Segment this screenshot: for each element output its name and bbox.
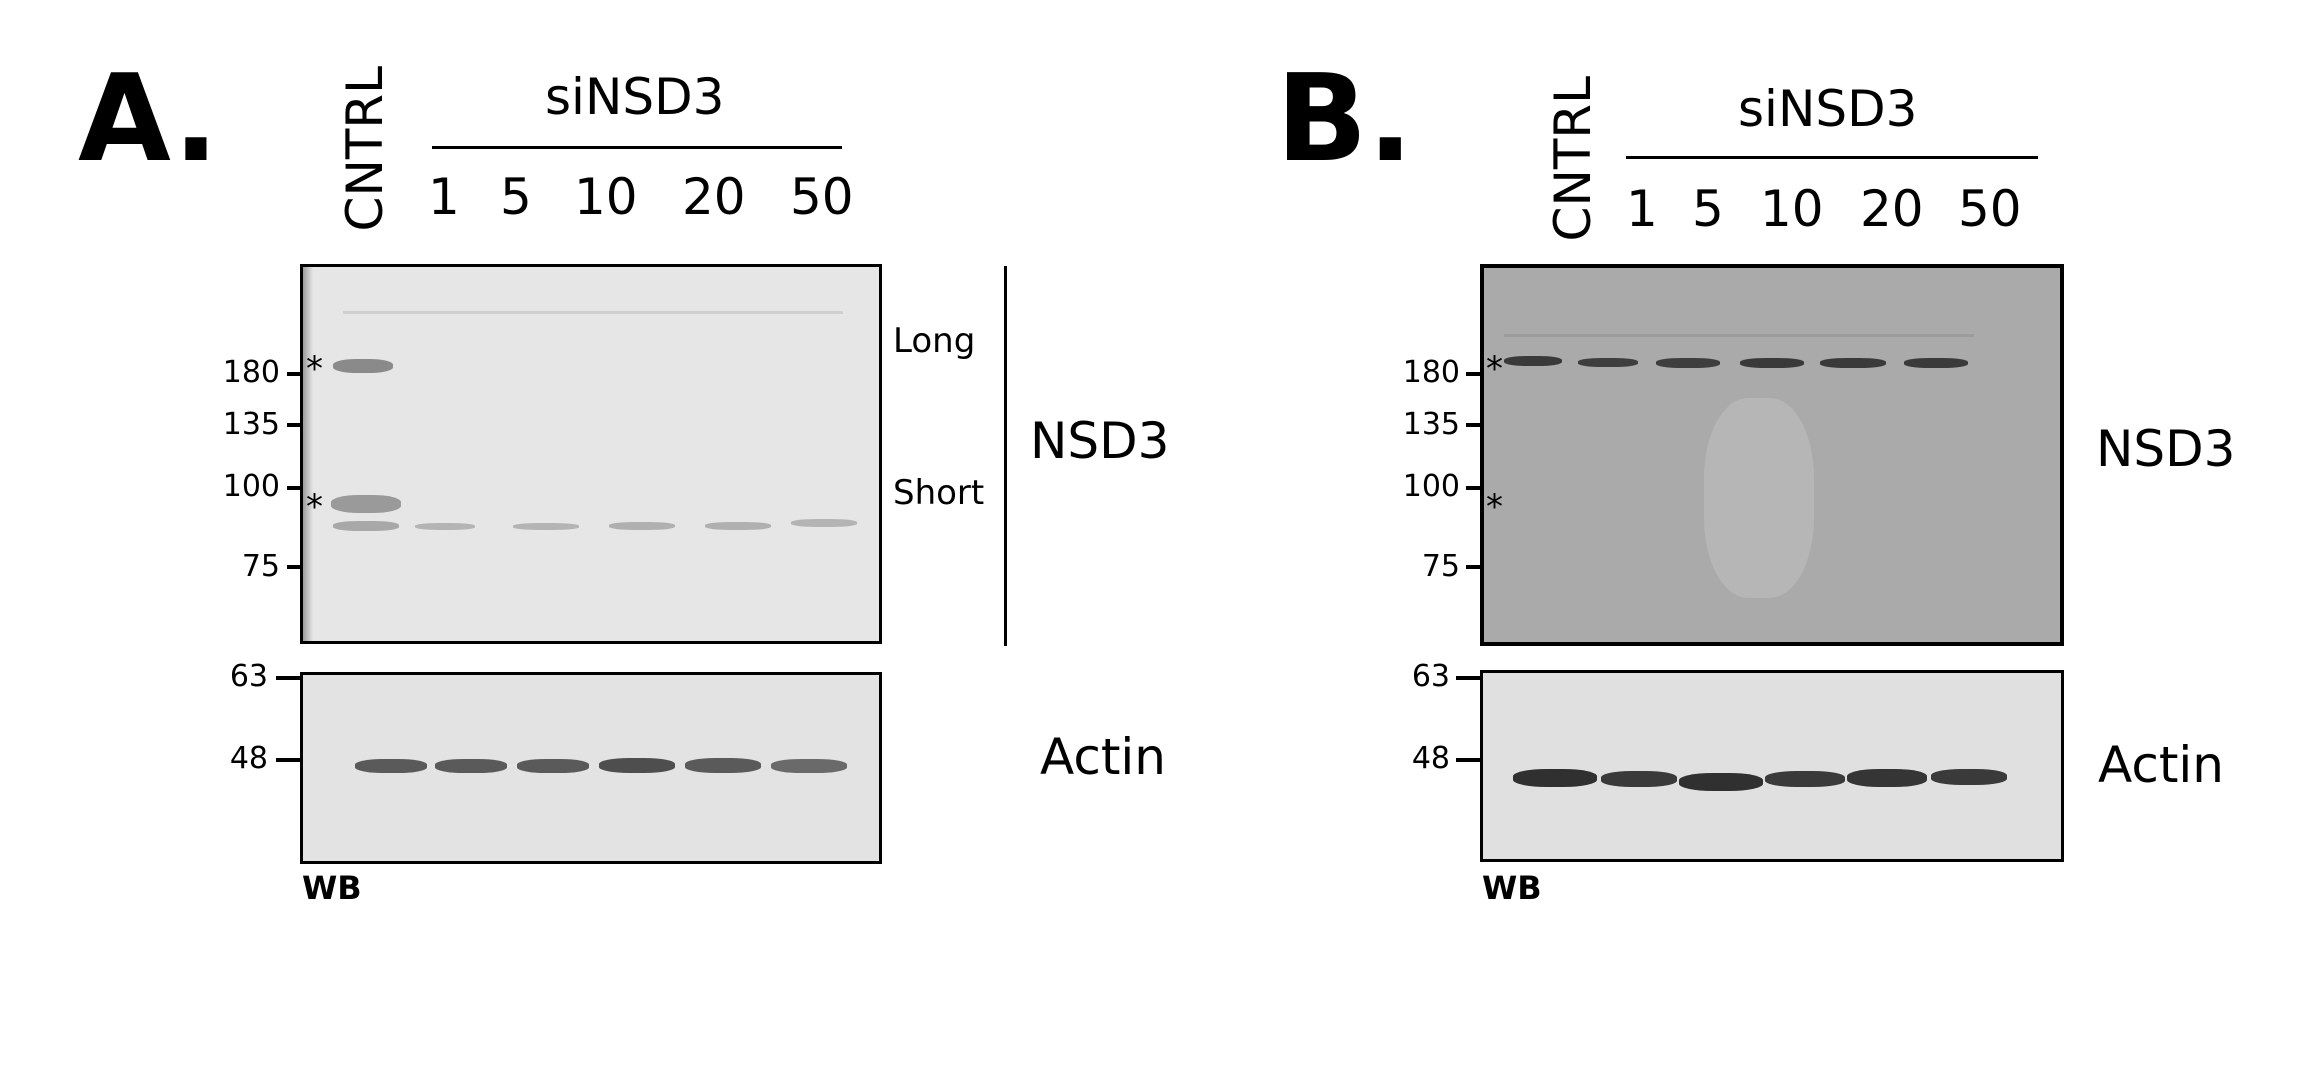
panel-b-marker-180: 180 bbox=[1402, 355, 1460, 390]
panel-a-cntrl-short-band bbox=[331, 495, 401, 513]
panel-a-lane-1-short-band bbox=[415, 523, 475, 530]
panel-b-actin-band-1 bbox=[1601, 771, 1677, 787]
panel-b-long-star: * bbox=[1486, 349, 1503, 389]
panel-a-marker-48-tick bbox=[276, 758, 302, 762]
panel-a-actin-band-5 bbox=[517, 759, 589, 773]
panel-a-nsd3-blot bbox=[300, 264, 882, 644]
panel-a-long-label: Long bbox=[893, 321, 976, 361]
panel-a-nsd3-label: NSD3 bbox=[1030, 412, 1170, 470]
panel-a-short-star: * bbox=[306, 487, 323, 527]
panel-b-marker-75-tick bbox=[1466, 565, 1482, 569]
panel-a-long-star: * bbox=[306, 349, 323, 389]
panel-b-treatment-line bbox=[1626, 156, 2038, 159]
panel-a-marker-180-tick bbox=[287, 372, 303, 376]
panel-b-marker-63-tick bbox=[1456, 676, 1482, 680]
panel-a-dose-50: 50 bbox=[790, 168, 854, 226]
panel-b-short-star: * bbox=[1486, 487, 1503, 527]
panel-b-actin-label: Actin bbox=[2098, 736, 2225, 794]
panel-b-marker-180-tick bbox=[1466, 372, 1482, 376]
panel-b-long-band-10 bbox=[1740, 358, 1804, 368]
panel-b-light-patch bbox=[1704, 398, 1814, 598]
panel-a-cntrl-long-band bbox=[333, 359, 393, 373]
panel-a-actin-band-1 bbox=[435, 759, 507, 773]
panel-a-marker-135: 135 bbox=[222, 407, 280, 442]
panel-b-marker-48: 48 bbox=[1411, 741, 1450, 776]
panel-b-actin-band-50 bbox=[1931, 769, 2007, 785]
panel-b-dose-5: 5 bbox=[1692, 180, 1724, 238]
panel-a-actin-band-10 bbox=[599, 758, 675, 773]
panel-b-nsd3-blot bbox=[1480, 264, 2064, 646]
panel-b-marker-75: 75 bbox=[1421, 549, 1460, 584]
panel-a-left-edge-dark bbox=[303, 267, 313, 641]
panel-a-actin-blot bbox=[300, 672, 882, 864]
panel-a-marker-63: 63 bbox=[229, 659, 268, 694]
panel-a-lane-20-short-band bbox=[705, 522, 771, 530]
panel-a-control-label: CNTRL bbox=[336, 66, 394, 232]
panel-a-marker-48: 48 bbox=[229, 741, 268, 776]
panel-b-dose-10: 10 bbox=[1760, 180, 1824, 238]
panel-a-marker-75-tick bbox=[287, 565, 303, 569]
panel-b-letter: B. bbox=[1276, 50, 1414, 189]
panel-b-dose-1: 1 bbox=[1626, 180, 1658, 238]
panel-a-wb-label: WB bbox=[302, 869, 362, 907]
panel-b-long-band-5 bbox=[1656, 358, 1720, 368]
panel-a-dose-5: 5 bbox=[500, 168, 532, 226]
panel-b-long-band-50 bbox=[1904, 358, 1968, 368]
panel-b-marker-48-tick bbox=[1456, 758, 1482, 762]
panel-a-top-smear bbox=[343, 311, 843, 314]
panel-b-actin-band-cntrl bbox=[1513, 769, 1597, 787]
panel-a-lane-10-short-band bbox=[609, 522, 675, 530]
panel-a-nsd3-bracket bbox=[1004, 266, 1007, 646]
panel-b-dose-20: 20 bbox=[1860, 180, 1924, 238]
panel-b-nsd3-label: NSD3 bbox=[2096, 420, 2236, 478]
panel-a-cntrl-lower-band bbox=[333, 521, 399, 531]
panel-a-treatment-label: siNSD3 bbox=[545, 68, 725, 126]
panel-b-long-band-cntrl bbox=[1504, 356, 1562, 366]
panel-a-dose-10: 10 bbox=[574, 168, 638, 226]
panel-a-marker-135-tick bbox=[287, 423, 303, 427]
panel-a-actin-band-cntrl bbox=[355, 759, 427, 773]
panel-a-actin-band-20 bbox=[685, 758, 761, 773]
panel-a-letter: A. bbox=[78, 50, 219, 189]
panel-a-actin-band-50 bbox=[771, 759, 847, 773]
panel-a-marker-63-tick bbox=[276, 676, 302, 680]
panel-a-marker-100: 100 bbox=[222, 469, 280, 504]
panel-b-actin-blot bbox=[1480, 670, 2064, 862]
panel-b-marker-63: 63 bbox=[1411, 659, 1450, 694]
panel-b-actin-band-20 bbox=[1847, 769, 1927, 787]
panel-a-actin-label: Actin bbox=[1040, 728, 1167, 786]
panel-b-actin-band-5 bbox=[1679, 773, 1763, 791]
panel-a-treatment-line bbox=[432, 146, 842, 149]
panel-b-top-faint-band bbox=[1504, 334, 1974, 337]
panel-a-marker-100-tick bbox=[287, 486, 303, 490]
panel-b-marker-100-tick bbox=[1466, 486, 1482, 490]
panel-a-lane-50-short-band bbox=[791, 519, 857, 527]
panel-a-lane-5-short-band bbox=[513, 523, 579, 530]
panel-b-actin-band-10 bbox=[1765, 771, 1845, 787]
panel-b-marker-135-tick bbox=[1466, 423, 1482, 427]
panel-a-dose-20: 20 bbox=[682, 168, 746, 226]
panel-b-marker-100: 100 bbox=[1402, 469, 1460, 504]
panel-b-long-band-20 bbox=[1820, 358, 1886, 368]
panel-b-control-label: CNTRL bbox=[1544, 76, 1602, 242]
panel-b-long-band-1 bbox=[1578, 358, 1638, 367]
panel-a-marker-180: 180 bbox=[222, 355, 280, 390]
panel-b-treatment-label: siNSD3 bbox=[1738, 80, 1918, 138]
panel-b-wb-label: WB bbox=[1482, 869, 1542, 907]
panel-b-dose-50: 50 bbox=[1958, 180, 2022, 238]
panel-b-marker-135: 135 bbox=[1402, 407, 1460, 442]
panel-a-marker-75: 75 bbox=[241, 549, 280, 584]
panel-a-short-label: Short bbox=[893, 473, 985, 513]
panel-a-dose-1: 1 bbox=[428, 168, 460, 226]
